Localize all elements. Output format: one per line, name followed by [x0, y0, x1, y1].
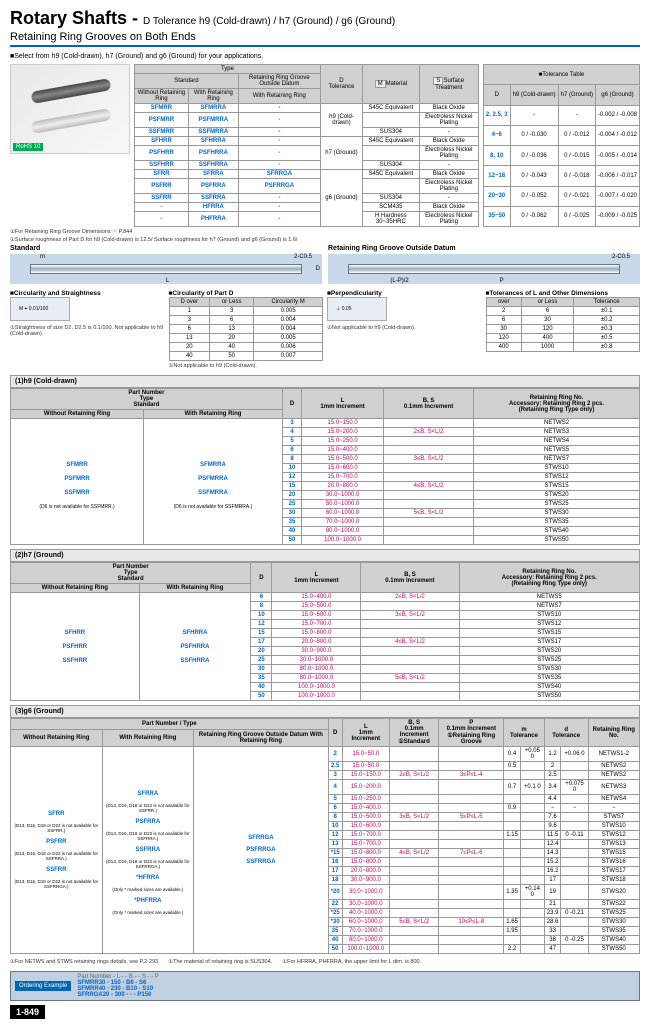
page-number: 1-849	[10, 1005, 45, 1019]
th-pn3: Part Number / Type	[11, 719, 329, 730]
th-m3: mTolerance	[504, 719, 544, 747]
circ-straight-diag: M ⌖ 0.01/100	[10, 297, 70, 321]
product-image: RoHS 10	[10, 64, 130, 154]
bnote1: ①The material of retaining ring is SUS30…	[168, 959, 272, 965]
dim-m: m	[40, 254, 45, 260]
th-l3: L1mm Increment	[342, 719, 389, 747]
dim-LP2: (L-P)/2	[390, 278, 408, 284]
th-surf: SSurfaceTreatment	[419, 65, 478, 104]
title-sub: D Tolerance h9 (Cold-drawn) / h7 (Ground…	[143, 16, 395, 27]
top-section: RoHS 10 TypeDToleranceMMaterialSSurfaceT…	[10, 64, 640, 227]
title-main: Rotary Shafts -	[10, 8, 138, 28]
ordering-label: Ordering Example	[15, 981, 71, 991]
tolerance-table: ■Tolerance Table Dh9 (Cold-drawn)h7 (Gro…	[483, 64, 640, 227]
th-dtol: DTolerance	[320, 65, 362, 104]
th-dim-orless: or Less	[521, 298, 573, 307]
th-with: With Retaining Ring	[188, 89, 238, 104]
th-standard: Standard	[135, 74, 239, 89]
dim-L: L	[166, 278, 169, 284]
th-p3: P0.1mm Increment①Retaining Ring Groove	[439, 719, 504, 747]
diag-label-out: Retaining Ring Groove Outside Datum	[328, 245, 640, 252]
ordering-example: Ordering Example Part Number - L - - B -…	[10, 971, 640, 1001]
circ-straight-note: ①Straightness of size D2, D2.5 is 0.1/10…	[10, 325, 165, 337]
th-d2: D	[251, 563, 272, 593]
th-dd3: dTolerance	[544, 719, 588, 747]
th-d3: D	[328, 719, 342, 747]
dim-chamfer2: 2-C0.5	[612, 254, 630, 260]
th-ring3: Retaining Ring No.	[588, 719, 639, 747]
perp-note: ①Not applicable to h9 (Cold-drawn).	[327, 325, 482, 331]
note-groove-dim: ①For Retaining Ring Groove Dimensions ☞ …	[10, 229, 640, 235]
diagrams-row: Standard m 2-C0.5 L D Retaining Ring Gro…	[10, 245, 640, 286]
circ-straight-label: ■Circularity and Straightness	[10, 290, 165, 297]
sec1-title: (1)h9 (Cold-drawn)	[10, 375, 640, 388]
th-without: Without Retaining Ring	[135, 89, 189, 104]
th-wo3: Without Retaining Ring	[11, 729, 103, 747]
th-over: D over	[169, 298, 210, 307]
bnote2: ①For HFRRA, PHFRRA, the upper limit for …	[282, 959, 421, 965]
bnote0: ①For NETWS and STWS retaining rings deta…	[10, 959, 158, 965]
perp-diag: ⊥ 0.05	[327, 297, 387, 321]
th-ring2: Retaining Ring No.Accessory: Retaining R…	[459, 563, 640, 593]
th-w3b: Retaining Ring Groove Outside Datum With…	[194, 729, 329, 747]
th-pn: Part NumberTypeStandard	[11, 389, 283, 410]
th-orless: or Less	[210, 298, 254, 307]
th-outside: Retaining Ring Groove Outside Datum	[238, 74, 320, 89]
th-bs: B, S0.1mm Increment	[384, 389, 474, 419]
diag-label-std: Standard	[10, 245, 322, 252]
dim-P: P	[500, 278, 504, 284]
title-bar: Rotary Shafts - D Tolerance h9 (Cold-dra…	[10, 8, 640, 47]
rohs-badge: RoHS 10	[13, 143, 43, 151]
circ-partd-table: D overor LessCircularity M 130.005360.00…	[169, 297, 324, 361]
th-bs2: B, S0.1mm Increment	[361, 563, 459, 593]
note-roughness: ①Surface roughness of Part D for h9 (Col…	[10, 237, 640, 243]
th-tol: Tolerance	[574, 298, 640, 307]
sec3-table: Part Number / TypeDL1mm IncrementB, S0.1…	[10, 718, 640, 954]
th-mat: MMaterial	[363, 65, 420, 104]
th-wo2: Without Retaining Ring	[11, 584, 140, 593]
bottom-notes: ①For NETWS and STWS retaining rings deta…	[10, 957, 640, 967]
th-l: L1mm Increment	[302, 389, 384, 419]
th-with2: With Retaining Ring	[238, 89, 320, 104]
sec1-table: Part NumberTypeStandardDL1mm IncrementB,…	[10, 388, 640, 545]
th-bs3: B, S0.1mm Increment①Standard	[389, 719, 438, 747]
perp-label: ■Perpendicularity	[327, 290, 482, 297]
shaft-body	[30, 264, 302, 274]
dim-D: D	[316, 266, 320, 272]
dim-chamfer: 2-C0.5	[294, 254, 312, 260]
spec-boxes-row: ■Circularity and Straightness M ⌖ 0.01/1…	[10, 290, 640, 371]
sec3-title: (3)g6 (Ground)	[10, 705, 640, 718]
th-wo: Without Retaining Ring	[11, 410, 144, 419]
th-l2: L1mm Increment	[272, 563, 361, 593]
page-title: Rotary Shafts - D Tolerance h9 (Cold-dra…	[10, 8, 640, 29]
shaft-body2	[348, 264, 620, 274]
page-subtitle: Retaining Ring Grooves on Both Ends	[10, 31, 640, 43]
sec2-table: Part NumberTypeStandardDL1mm IncrementB,…	[10, 562, 640, 701]
th-type: Type	[135, 65, 321, 74]
th-w: With Retaining Ring	[144, 410, 283, 419]
th-w2: With Retaining Ring	[139, 584, 251, 593]
tolL-label: ■Tolerances of L and Other Dimensions	[486, 290, 641, 297]
shaft-dark	[31, 78, 112, 104]
tolL-table: overor LessTolerance 26±0.1630±0.230120±…	[486, 297, 641, 352]
type-spec-table: TypeDToleranceMMaterialSSurfaceTreatment…	[134, 64, 479, 227]
select-note: ■Select from h9 (Cold-drawn), h7 (Ground…	[10, 53, 640, 60]
th-pn2: Part NumberTypeStandard	[11, 563, 251, 584]
tol-label: ■Tolerance Table	[483, 65, 639, 85]
ordering-content: Part Number - L - - B - - S - - P SFMRR3…	[77, 974, 158, 998]
sec2-title: (2)h7 (Ground)	[10, 549, 640, 562]
th-circm: Circularity M	[254, 298, 323, 307]
th-d: D	[282, 389, 301, 419]
circd-note: ①Not applicable to h9 (Cold-drawn).	[169, 363, 324, 369]
th-w3: With Retaining Ring	[102, 729, 194, 747]
shaft-diagram-out: 2-C0.5 (L-P)/2 P	[328, 254, 640, 284]
circ-partd-label: ■Circularity of Part D	[169, 290, 324, 297]
th-ring: Retaining Ring No.Accessory: Retaining R…	[474, 389, 640, 419]
shaft-diagram-std: m 2-C0.5 L D	[10, 254, 322, 284]
shaft-light	[31, 108, 112, 134]
th-dim-over: over	[486, 298, 521, 307]
